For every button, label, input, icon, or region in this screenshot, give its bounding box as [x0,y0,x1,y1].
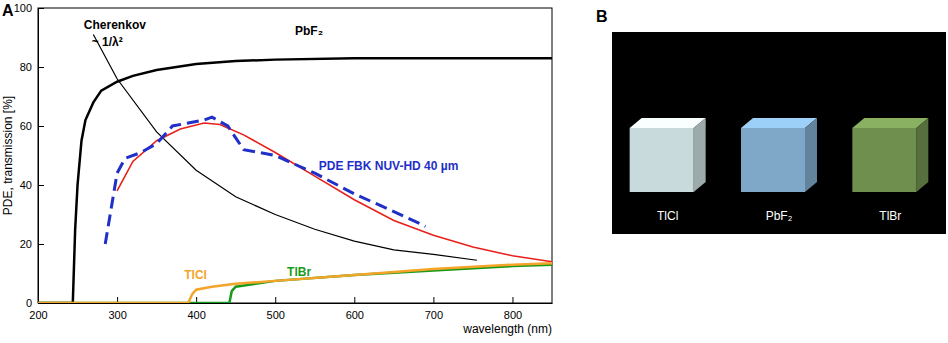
crystal-side [694,118,706,192]
figure: 200 300 400 500 600 700 800 0 20 40 60 80 100 wavelen… [0,0,948,343]
y-tick-mark [38,67,44,68]
x-tick-label: 800 [504,309,522,321]
series-line [93,35,477,261]
x-tick-mark [512,297,513,303]
y-tick-label: 0 [26,297,32,309]
crystal [852,118,928,192]
series-line [117,123,552,262]
x-tick-label: 600 [346,309,364,321]
x-tick: 300 [108,297,126,321]
y-tick-label: 40 [20,179,32,191]
y-tick: 100 [14,2,44,14]
y-tick-label: 20 [20,238,32,250]
y-tick-label: 100 [14,2,32,14]
annotation: PbF₂ [295,24,323,38]
y-tick-label: 80 [20,61,32,73]
x-tick-mark [433,297,434,303]
y-axis: 0 20 40 60 80 100 [14,2,44,309]
crystal-side [805,118,817,192]
x-tick: 500 [267,297,285,321]
annotation: PDE FBK NUV-HD 40 µm [319,159,459,173]
series-line [105,117,425,244]
x-tick-label: 400 [187,309,205,321]
series-line [38,58,552,303]
annotation: TlBr [287,265,311,279]
panel-label: B [596,8,608,25]
crystal-front [741,128,805,192]
y-tick-mark [38,303,44,304]
x-tick: 600 [346,297,364,321]
x-tick-label: 300 [108,309,126,321]
crystal-front [630,128,694,192]
x-tick-label: 200 [29,309,47,321]
crystal-top [630,118,706,128]
y-tick-label: 60 [20,120,32,132]
x-tick: 800 [504,297,522,321]
y-tick-mark [38,126,44,127]
y-tick-mark [38,244,44,245]
crystal-side [916,118,928,192]
crystal-top [741,118,817,128]
crystal-label: PbF₂ [766,209,793,223]
x-axis: 200 300 400 500 600 700 800 [29,297,552,321]
x-tick: 700 [425,297,443,321]
series-line [38,265,552,303]
x-tick-label: 500 [267,309,285,321]
annotation: Cherenkov [84,18,146,32]
x-tick-mark [354,297,355,303]
x-axis-line [39,303,553,304]
x-axis-title: wavelength (nm) [462,322,552,336]
crystal-label: TlBr [879,209,901,223]
annotation: ~ 1/λ² [92,35,123,49]
y-tick: 60 [20,120,44,132]
y-tick: 80 [20,61,44,73]
y-tick-mark [38,185,44,186]
crystal-label: TlCl [657,209,678,223]
y-tick: 0 [26,297,44,309]
y-tick: 20 [20,238,44,250]
crystal [741,118,817,192]
panel-label: A [2,2,14,19]
y-axis-line [38,9,39,304]
crystal-top [852,118,928,128]
y-tick: 40 [20,179,44,191]
crystal [630,118,706,192]
photo-background [612,32,946,234]
y-axis-title: PDE, transmission [%] [1,96,15,215]
plot-area [38,35,552,303]
crystal-front [852,128,916,192]
plot-frame [38,8,552,303]
y-tick-mark [38,8,44,9]
x-tick-label: 700 [425,309,443,321]
x-tick-mark [275,297,276,303]
series-line [38,263,552,303]
annotation: TlCl [184,268,207,282]
